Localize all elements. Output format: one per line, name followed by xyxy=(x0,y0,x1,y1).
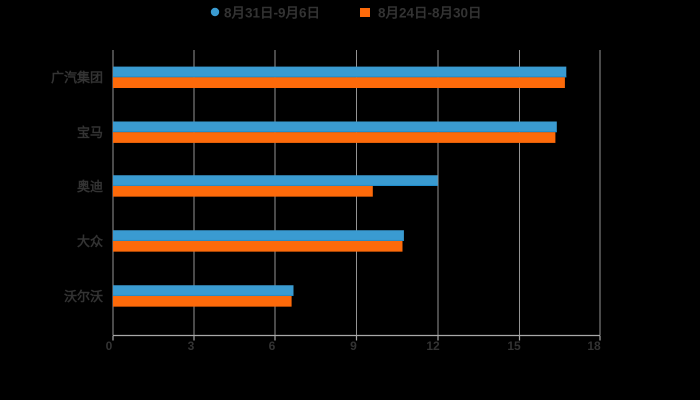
svg-text:18: 18 xyxy=(587,339,601,353)
svg-text:0: 0 xyxy=(106,339,113,353)
svg-text:沃尔沃: 沃尔沃 xyxy=(64,289,103,304)
svg-text:3: 3 xyxy=(188,339,195,353)
svg-text:9: 9 xyxy=(350,339,357,353)
svg-text:8月24日-8月30日: 8月24日-8月30日 xyxy=(378,6,482,21)
svg-text:大众: 大众 xyxy=(77,234,103,249)
svg-text:15: 15 xyxy=(507,339,521,353)
svg-text:奥迪: 奥迪 xyxy=(77,179,103,194)
svg-text:8月31日-9月6日: 8月31日-9月6日 xyxy=(224,6,320,21)
svg-text:宝马: 宝马 xyxy=(77,125,103,140)
svg-text:12: 12 xyxy=(426,339,440,353)
svg-text:广汽集团: 广汽集团 xyxy=(51,70,103,85)
svg-text:6: 6 xyxy=(269,339,276,353)
